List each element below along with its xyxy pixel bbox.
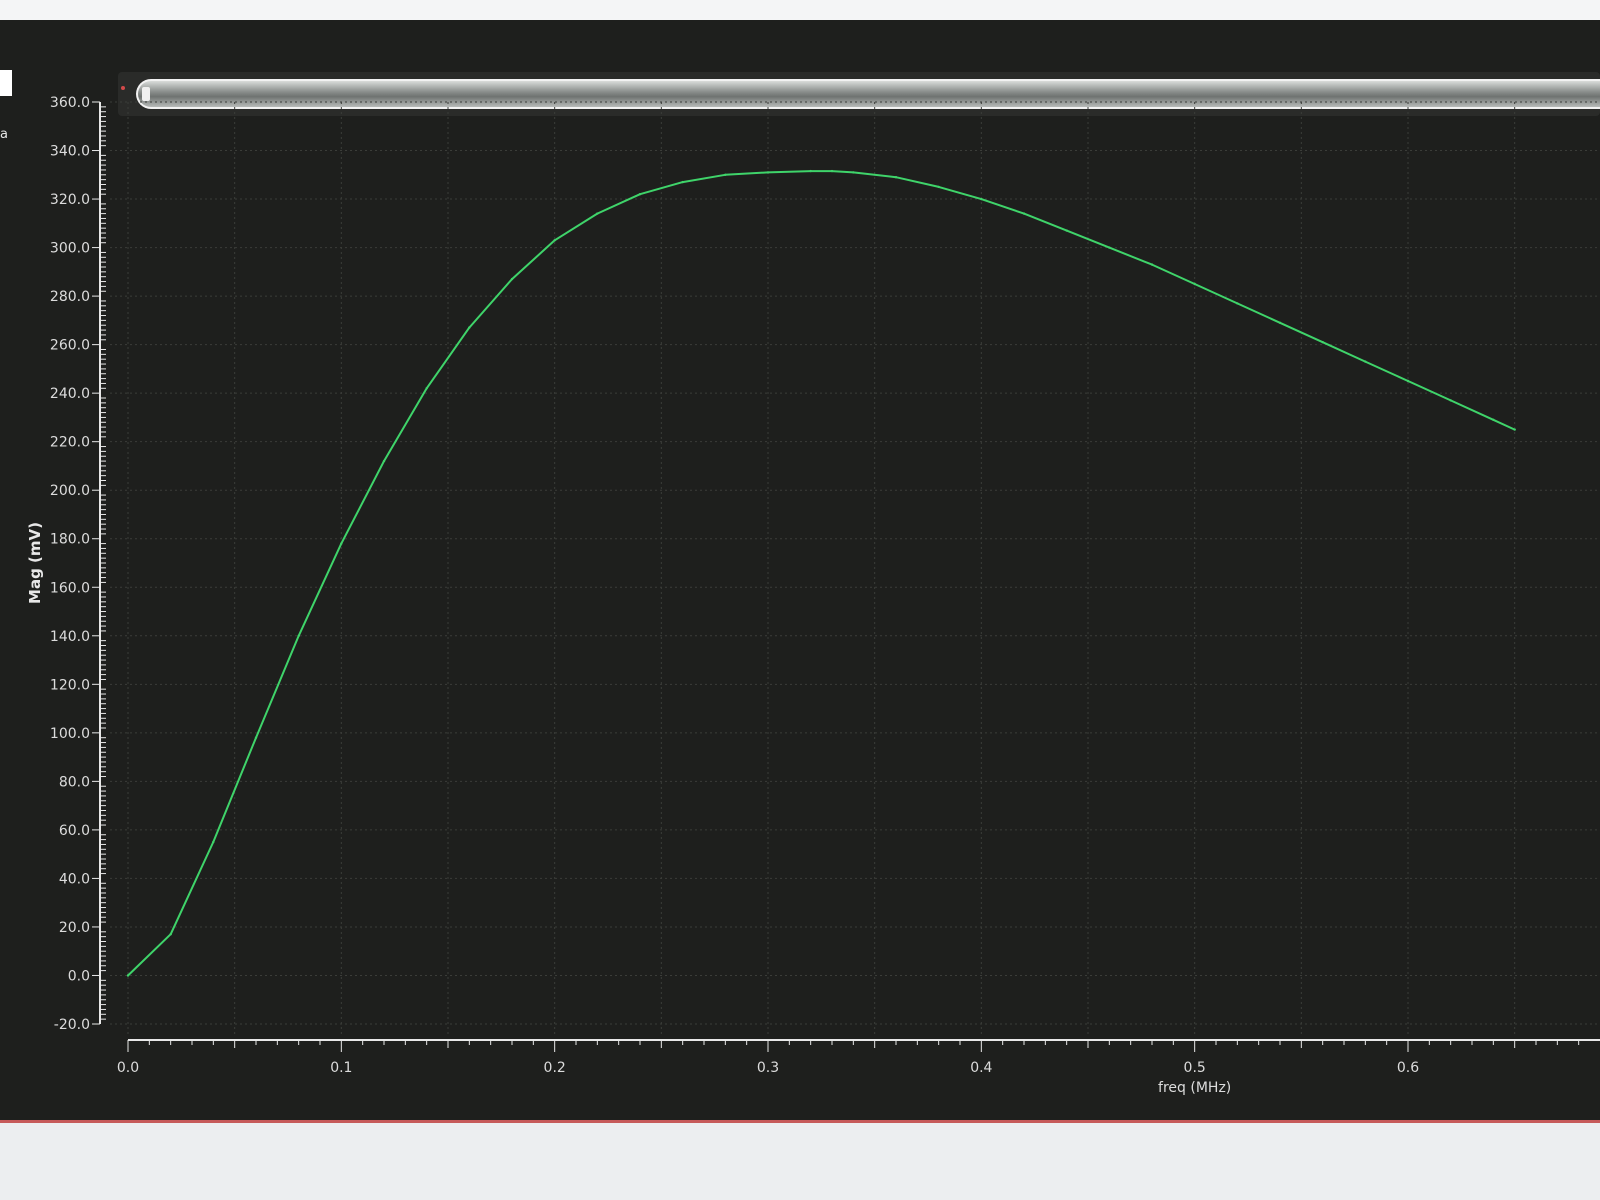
x-axis-title: freq (MHz) [1158,1080,1231,1096]
y-axis-title: Mag (mV) [26,522,44,604]
x-tick-label: 0.1 [330,1060,352,1076]
scrollbar-left-handle[interactable] [142,87,150,101]
scrollbar-indicator-dot [121,86,125,90]
x-tick-label: 0.2 [544,1060,566,1076]
y-tick-label: 60.0 [59,823,90,839]
series-point [510,277,514,281]
series-point [382,459,386,463]
series-point [1364,360,1367,363]
y-tick-label: 40.0 [59,871,90,887]
series-point [1449,399,1452,402]
series-point [126,974,130,977]
series-point [297,634,300,637]
series-point [169,933,172,936]
series-point [1193,282,1196,286]
plot-axes [92,101,1600,1052]
series-point [425,387,428,390]
x-tick-label: 0.3 [757,1060,779,1076]
series-point [894,176,898,179]
series-point [1108,246,1111,249]
plot-scrollbar-track[interactable] [136,79,1600,109]
y-tick-label: 300.0 [50,241,90,257]
x-tick-label: 0.5 [1184,1060,1206,1076]
x-tick-label: 0.0 [117,1060,139,1076]
plot-panel: a [0,20,1600,1123]
y-tick-label: 120.0 [50,677,90,693]
y-tick-label: 240.0 [50,386,90,402]
series-point [1492,418,1495,421]
series-point [553,239,556,242]
series-point [1406,379,1410,383]
y-tick-label: 260.0 [50,338,90,354]
y-tick-label: 360.0 [50,95,90,111]
y-tick-label: -20.0 [54,1017,90,1033]
x-tick-label: 0.6 [1397,1060,1419,1076]
taskbar [0,1150,1600,1200]
y-tick-label: 0.0 [68,968,90,984]
series-point [1022,212,1026,215]
series-point [681,180,684,184]
series-point [212,840,215,844]
series-point [468,326,471,329]
y-tick-label: 280.0 [50,289,90,305]
side-panel-letter: a [0,127,8,142]
y-tick-label: 140.0 [50,629,90,645]
y-tick-label: 100.0 [50,726,90,742]
y-tick-label: 20.0 [59,920,90,936]
series-point [638,193,642,196]
plot-series [126,169,1516,977]
series-point [766,171,770,174]
series-point [937,185,940,189]
y-tick-label: 160.0 [50,580,90,596]
series-point [1150,263,1154,266]
y-tick-label: 200.0 [50,483,90,499]
plot-scrollbar[interactable] [118,72,1600,116]
y-tick-label: 180.0 [50,532,90,548]
series-point [1513,428,1516,431]
side-panel-marker [0,70,12,96]
series-point [724,173,727,176]
series-point [254,736,258,739]
y-tick-label: 320.0 [50,192,90,208]
series-point [809,169,812,173]
series-point [852,171,855,174]
series-point [1236,302,1239,305]
series-point [596,212,599,215]
series-point [340,542,343,545]
y-tick-label: 340.0 [50,144,90,160]
plot-labels: 360.0 340.0 320.0 300.0 280.0 260.0 240.0 220.0… [26,95,1419,1096]
x-tick-label: 0.4 [970,1060,992,1076]
y-tick-label: 220.0 [50,435,90,451]
series-point [830,169,834,173]
series-line [127,170,1516,977]
series-point [1065,229,1068,232]
plot-grid [110,101,1600,1034]
series-point [980,197,983,201]
y-tick-label: 80.0 [59,774,90,790]
series-point [1321,341,1324,344]
series-point [1278,321,1282,324]
